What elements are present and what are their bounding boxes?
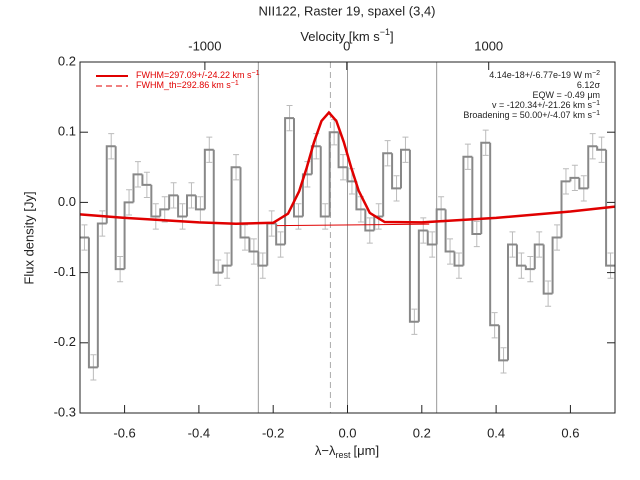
histogram-step [132, 173, 143, 203]
legend-label: FWHM=297.09+/-24.22 km s−1 [136, 70, 260, 81]
histogram-step [551, 236, 562, 294]
histogram-step [515, 244, 526, 267]
histogram-step [275, 223, 286, 246]
x-axis-label: λ−λrest [μm] [315, 443, 379, 460]
histogram-step [533, 243, 544, 270]
x-tick-label: 0.0 [338, 425, 356, 440]
histogram-step [542, 244, 553, 295]
histogram-step [444, 209, 455, 253]
annotation-sup: −1 [592, 100, 600, 107]
baseline-curve [276, 223, 430, 227]
histogram-step [123, 201, 134, 270]
y-tick-label: -0.3 [54, 404, 76, 419]
histogram-step [605, 149, 615, 267]
annotation: v = -120.34+/-21.26 km s−1 [492, 100, 600, 111]
x-tick-label: 0.2 [413, 425, 431, 440]
histogram-step [168, 194, 179, 210]
histogram-step [203, 148, 214, 210]
y-tick-label: 0.0 [58, 194, 76, 209]
y-axis-label: Flux density [Jy] [21, 191, 36, 284]
histogram-step [426, 230, 437, 246]
histogram-step [435, 208, 446, 245]
histogram-step [328, 131, 339, 217]
histogram-step [453, 251, 464, 267]
x-tick-label: 0.4 [487, 425, 505, 440]
y-tick-label: -0.1 [54, 264, 76, 279]
histogram-step [257, 251, 268, 267]
histogram-step [177, 195, 187, 218]
x2-tick-label: 1000 [474, 38, 503, 53]
x-tick-label: 0.6 [561, 425, 579, 440]
histogram-step [587, 145, 598, 189]
legend-text: FWHM=297.09+/-24.22 km s [136, 70, 252, 80]
annotation-text: 4.14e-18+/-6.77e-19 W m [489, 70, 592, 80]
histogram-step [114, 146, 125, 271]
y-tick-label: 0.2 [58, 53, 76, 68]
histogram-step [150, 184, 161, 218]
histogram-step [284, 117, 294, 245]
x-tick-label: -0.6 [113, 425, 135, 440]
histogram-step [578, 177, 589, 190]
x2-axis-label: Velocity [km s−1] [300, 27, 393, 44]
histogram-step [212, 149, 223, 274]
histogram-step [480, 141, 491, 234]
x2-tick-label: 0 [343, 38, 350, 53]
histogram-step [105, 145, 116, 224]
annotation-text: EQW = -0.49 μm [533, 90, 600, 100]
chart-title: NII122, Raster 19, spaxel (3,4) [258, 3, 435, 18]
legend-sup: −1 [231, 80, 239, 87]
annotation-text: Broadening = 50.00+/-4.07 km s [463, 110, 592, 120]
histogram-step [239, 167, 250, 239]
annotation: EQW = -0.49 μm [533, 90, 600, 100]
histogram-step [248, 237, 259, 253]
histogram-step [400, 148, 410, 189]
histogram-step [87, 237, 98, 369]
histogram-step [186, 194, 196, 217]
x-tick-label: -0.2 [262, 425, 284, 440]
annotation-sup: −1 [592, 110, 600, 117]
legend-text: FWHM_th=292.86 km s [136, 80, 231, 90]
histogram-step [417, 229, 428, 322]
histogram-step [319, 146, 330, 218]
annotation-sup: −2 [592, 70, 600, 77]
histogram-step [230, 166, 241, 266]
histogram-step [408, 149, 419, 323]
histogram-step [159, 208, 170, 217]
legend-sup: −1 [252, 70, 260, 77]
legend-label: FWHM_th=292.86 km s−1 [136, 80, 239, 91]
histogram-step [391, 153, 401, 190]
histogram-step [596, 146, 607, 151]
annotation: 6.12σ [577, 80, 601, 90]
histogram-step [221, 264, 232, 273]
histogram-step [560, 180, 571, 238]
fit-curve [79, 110, 616, 225]
histogram-step [141, 174, 152, 186]
histogram-step [96, 222, 107, 368]
histogram-step [194, 195, 205, 211]
histogram-step [569, 176, 580, 182]
histogram-step [364, 209, 375, 232]
histogram-step [489, 142, 500, 327]
histogram-step [293, 118, 303, 218]
x-tick-label: -0.4 [188, 425, 210, 440]
histogram-step [471, 156, 482, 235]
annotation: 4.14e-18+/-6.77e-19 W m−2 [489, 70, 600, 81]
histogram-step [346, 167, 357, 183]
histogram-step [355, 181, 366, 211]
histogram-step [382, 152, 393, 217]
histogram-step [337, 132, 348, 169]
histogram-step [524, 265, 535, 271]
annotation-text: 6.12σ [577, 80, 601, 90]
annotation-text: v = -120.34+/-21.26 km s [492, 100, 593, 110]
histogram-step [462, 155, 473, 266]
annotation: Broadening = 50.00+/-4.07 km s−1 [463, 110, 600, 121]
y-tick-label: 0.1 [58, 124, 76, 139]
histogram-step [498, 325, 508, 362]
x2-tick-label: -1000 [188, 38, 221, 53]
histogram-step [301, 173, 312, 217]
histogram-step [507, 243, 517, 361]
y-tick-label: -0.2 [54, 334, 76, 349]
